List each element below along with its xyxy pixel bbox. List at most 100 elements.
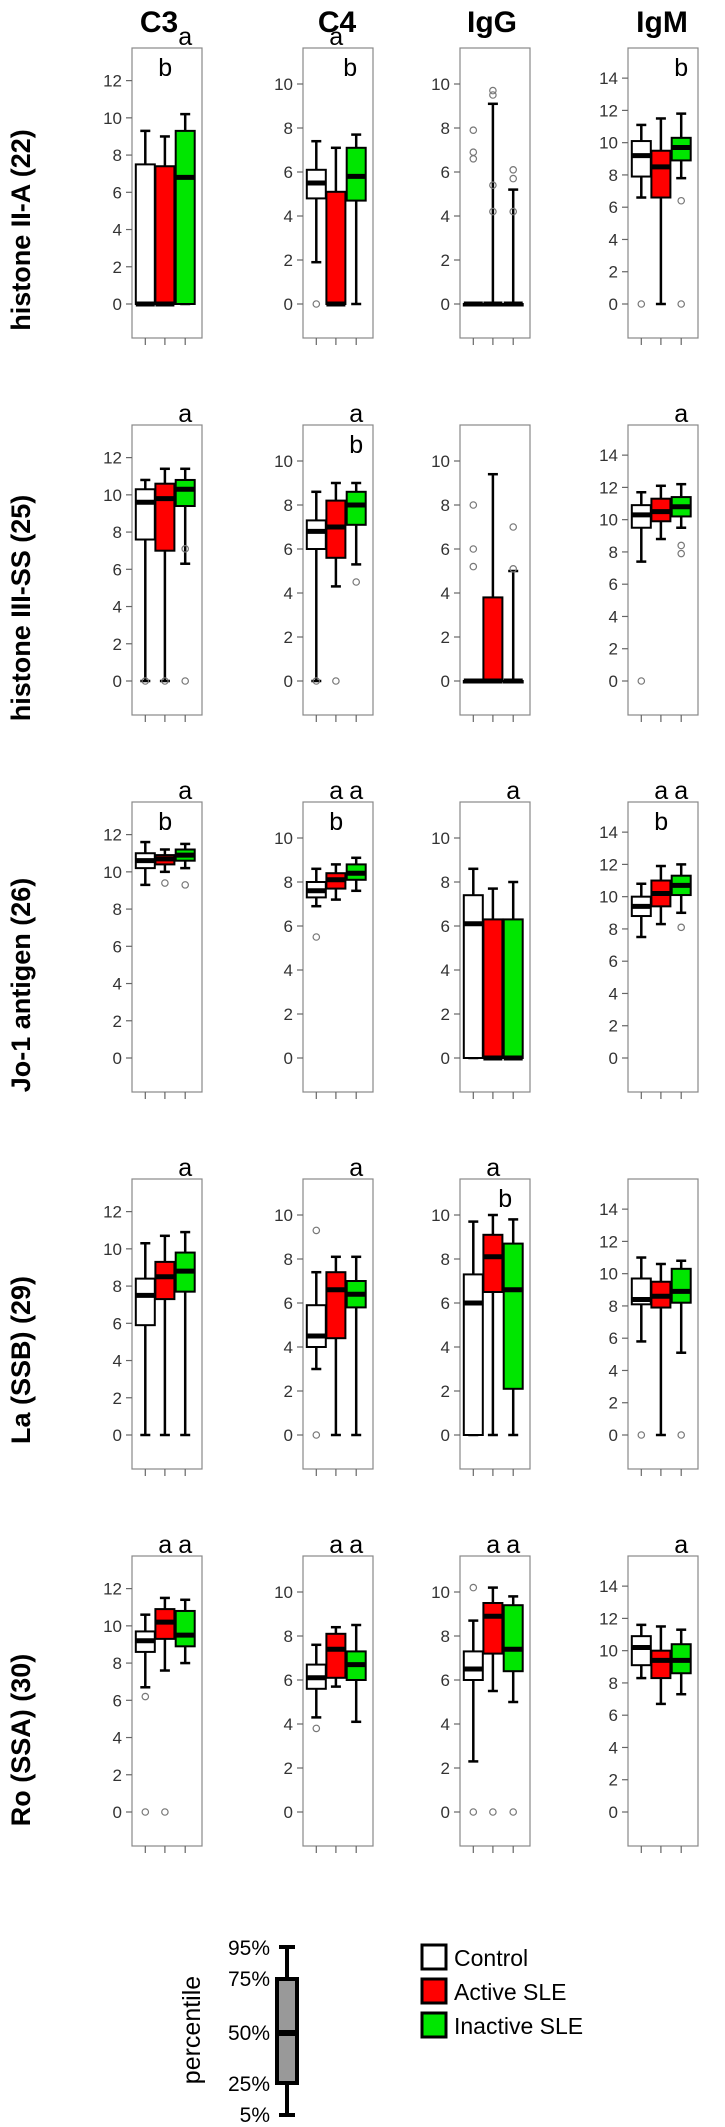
panel-frame [627, 424, 699, 716]
significance-letter: a [178, 777, 192, 805]
box-active-sle [650, 1262, 672, 1437]
box-iqr [630, 1635, 652, 1667]
box-inactive-sle [670, 863, 692, 932]
y-tick-label: 12 [103, 1203, 122, 1222]
y-tick-label: 8 [609, 920, 618, 939]
significance-letter: a [674, 777, 688, 805]
box-active-sle [650, 1625, 672, 1706]
box-active-sle [650, 864, 672, 926]
y-tick-label: 6 [609, 1706, 618, 1725]
significance-letter: b [349, 431, 363, 459]
significance-letter: a [329, 1531, 343, 1559]
significance-letter: a [349, 777, 363, 805]
box-active-sle [154, 467, 176, 685]
box-iqr [502, 918, 524, 1060]
y-tick-label: 0 [609, 1803, 618, 1822]
box-control [630, 490, 652, 685]
y-tick-label: 6 [609, 575, 618, 594]
outlier-point [352, 578, 361, 586]
row-title-histone-ii-a: histone II-A (22) [6, 129, 36, 331]
outlier-point [332, 677, 340, 685]
box-control [462, 1220, 484, 1437]
y-tick-label: 10 [599, 1642, 618, 1661]
percentile-key-label-75: 75% [228, 1968, 270, 1991]
significance-letter: a [674, 1531, 688, 1559]
outlier-point [161, 677, 169, 685]
y-tick-label: 14 [599, 823, 618, 842]
outlier-point [312, 933, 321, 941]
box-iqr [650, 1649, 672, 1680]
col-title-igg: IgG [467, 6, 517, 39]
y-tick-label: 8 [113, 146, 122, 165]
y-tick-label: 6 [609, 198, 618, 217]
panel-igm-row4: 0 2 4 6 8 10 12 14 [599, 1178, 699, 1476]
panel-c4-row3: 0 2 4 6 8 10 a ab [274, 777, 374, 1099]
y-tick-label: 6 [113, 560, 122, 579]
row-title-ro-ssa: Ro (SSA) (30) [6, 1654, 36, 1827]
y-tick-label: 6 [113, 183, 122, 202]
y-tick-label: 12 [599, 855, 618, 874]
y-tick-label: 4 [113, 221, 122, 240]
panel-frame [302, 1555, 374, 1847]
y-tick-label: 8 [609, 1297, 618, 1316]
y-tick-label: 8 [441, 873, 450, 892]
box-iqr [650, 149, 672, 199]
y-tick-label: 0 [284, 1803, 293, 1822]
outlier-point [489, 181, 497, 190]
y-tick-label: 8 [113, 523, 122, 542]
panel-frame [131, 1178, 203, 1470]
y-tick-label: 12 [103, 826, 122, 845]
outlier-point [141, 1808, 150, 1816]
y-tick-label: 2 [284, 1382, 293, 1401]
significance-letter: a [506, 777, 520, 805]
box-inactive-sle [345, 1255, 367, 1437]
y-tick-label: 0 [113, 1426, 122, 1445]
y-tick-label: 8 [284, 1627, 293, 1646]
outlier-point [509, 523, 518, 531]
col-title-c3: C3 [140, 6, 178, 39]
percentile-key-label-5: 5% [240, 2104, 270, 2127]
y-tick-label: 14 [599, 446, 618, 465]
y-tick-label: 0 [113, 1049, 122, 1068]
y-tick-label: 10 [599, 511, 618, 530]
significance-letter: a [506, 1531, 520, 1559]
box-control [134, 478, 156, 685]
y-tick-label: 4 [284, 961, 293, 980]
box-active-sle [482, 887, 504, 1061]
y-tick-label: 2 [441, 1382, 450, 1401]
outlier-point [637, 677, 646, 685]
panel-igg-row4: 0 2 4 6 8 10 ab [431, 1154, 531, 1476]
box-active-sle [154, 1596, 176, 1816]
y-tick-label: 8 [609, 1674, 618, 1693]
outlier-point [141, 677, 150, 685]
outlier-point [181, 677, 190, 685]
y-tick-label: 10 [103, 1240, 122, 1259]
panel-igg-row1: 0 2 4 6 8 10 [431, 47, 531, 345]
outlier-point [469, 1583, 478, 1592]
y-tick-label: 4 [113, 975, 122, 994]
y-tick-label: 2 [284, 628, 293, 647]
y-tick-label: 6 [441, 917, 450, 936]
y-tick-label: 0 [441, 1426, 450, 1445]
significance-letter: b [498, 1185, 512, 1213]
y-tick-label: 10 [431, 452, 450, 471]
y-tick-label: 0 [609, 1049, 618, 1068]
box-control [462, 867, 484, 1060]
box-control [630, 1256, 652, 1439]
y-tick-label: 6 [284, 540, 293, 559]
box-inactive-sle [502, 1595, 524, 1816]
y-tick-label: 14 [599, 69, 618, 88]
box-iqr [134, 1277, 156, 1327]
y-tick-label: 0 [609, 1426, 618, 1445]
box-iqr [502, 1242, 524, 1390]
y-tick-label: 10 [103, 486, 122, 505]
box-control [305, 139, 327, 308]
outlier-point [677, 1431, 686, 1439]
row-title-la-ssb: La (SSB) (29) [6, 1276, 36, 1444]
y-tick-label: 8 [284, 1250, 293, 1269]
panel-igm-row2: 0 2 4 6 8 10 12 14 a [599, 400, 699, 722]
box-iqr [670, 1267, 692, 1304]
box-iqr [502, 1604, 524, 1673]
y-tick-label: 8 [609, 166, 618, 185]
